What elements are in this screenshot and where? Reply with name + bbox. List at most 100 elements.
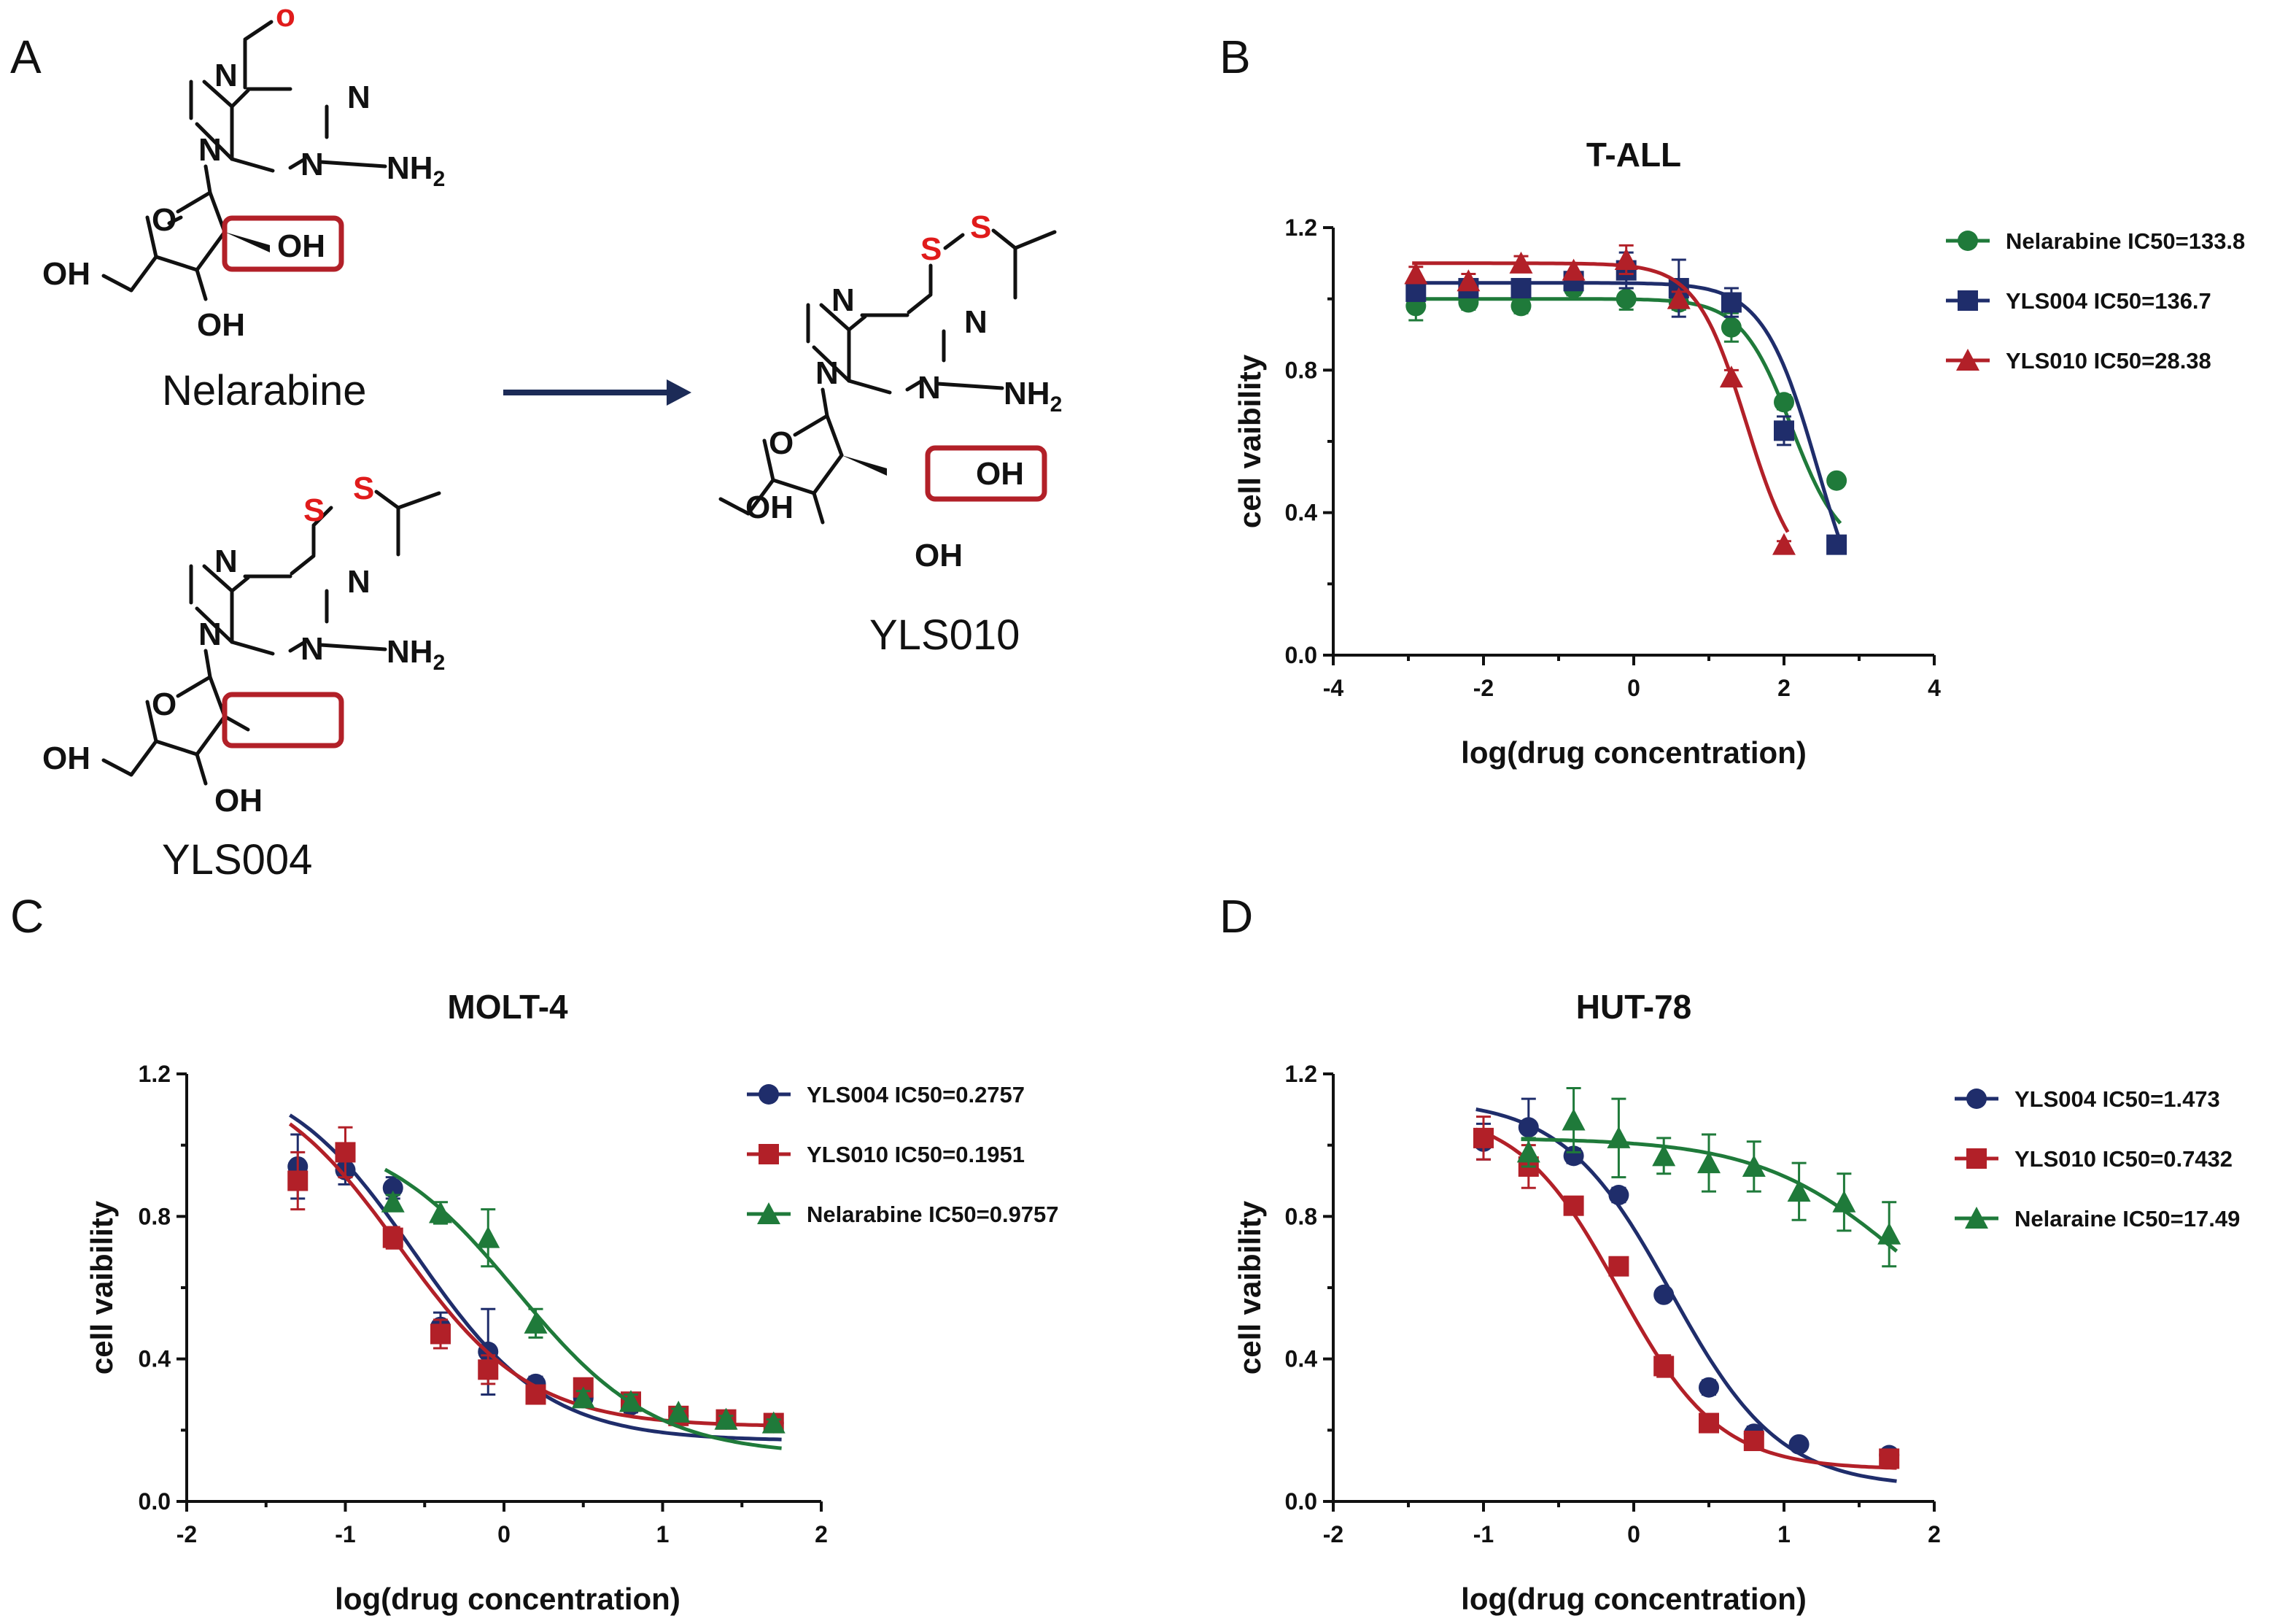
panel-letter-b: B xyxy=(1219,31,1251,83)
legend-marker xyxy=(1965,1207,1988,1229)
data-point xyxy=(571,1386,595,1409)
nelarabine-2prime-highlight-box xyxy=(222,215,344,272)
chart-hut-78: HUT-78 cell vaibility log(drug concentra… xyxy=(1233,988,2240,1616)
data-point xyxy=(1404,262,1428,285)
data-point xyxy=(287,1170,309,1191)
data-point xyxy=(1616,288,1637,309)
yls004-n7-label: N xyxy=(214,544,238,579)
yls010-sulfur-2-label: S xyxy=(970,209,991,245)
chart-t-all: T-ALL cell vaibility log(drug concentrat… xyxy=(1233,136,2245,770)
yls004-3prime-oh-label: OH xyxy=(214,783,263,819)
data-point xyxy=(1788,1434,1810,1455)
y-axis-label: cell vaibility xyxy=(1233,1200,1267,1374)
yls010-sulfur-1-label: S xyxy=(920,231,942,267)
x-tick-label: -2 xyxy=(177,1521,197,1547)
data-point xyxy=(1699,1412,1719,1434)
legend-label: YLS010 IC50=28.38 xyxy=(2006,348,2211,374)
data-point xyxy=(1774,392,1794,413)
data-point xyxy=(1721,317,1742,338)
data-point xyxy=(1826,470,1847,491)
legend-item: YLS004 IC50=1.473 xyxy=(1955,1086,2220,1112)
series-3 xyxy=(1404,244,1796,555)
nelarabine-2prime-oh-label: OH xyxy=(277,228,325,264)
legend-label: YLS004 IC50=1.473 xyxy=(2014,1086,2220,1112)
data-point xyxy=(1563,1145,1584,1167)
data-point xyxy=(1667,287,1691,309)
legend-marker xyxy=(759,1144,779,1164)
data-point xyxy=(1719,366,1743,388)
data-point xyxy=(382,1227,403,1248)
x-tick-label: 1 xyxy=(656,1521,670,1547)
nelarabine-n1-label: N xyxy=(347,80,371,115)
y-tick-label: 0.8 xyxy=(139,1203,171,1229)
data-point xyxy=(1743,1430,1764,1451)
data-point xyxy=(1697,1151,1721,1174)
yls010-name: YLS010 xyxy=(869,611,1020,659)
panel-a: A o N N N N NH2 xyxy=(10,0,1062,883)
series-1 xyxy=(1405,278,1847,525)
series-2 xyxy=(1473,1115,1900,1470)
nelarabine-3prime-oh-label: OH xyxy=(197,307,245,343)
legend-item: YLS010 IC50=0.7432 xyxy=(1955,1146,2233,1172)
yls004-name: YLS004 xyxy=(162,836,312,883)
data-point xyxy=(1457,269,1481,292)
data-point xyxy=(1563,1195,1584,1216)
y-tick-label: 1.2 xyxy=(1285,1061,1317,1087)
nelarabine-structure: o N N N N NH2 O OH xyxy=(42,0,445,414)
x-tick-label: 0 xyxy=(497,1521,511,1547)
y-tick-label: 0.0 xyxy=(1285,1488,1317,1515)
fit-curve xyxy=(1475,1127,1897,1470)
nelarabine-n9-label: N xyxy=(198,132,222,168)
data-point xyxy=(1652,1144,1676,1167)
data-point xyxy=(1608,1185,1629,1206)
data-point xyxy=(1509,251,1533,274)
yls004-n3-label: N xyxy=(300,631,324,667)
legend-label: YLS010 IC50=0.1951 xyxy=(807,1142,1025,1167)
data-point xyxy=(430,1323,451,1345)
x-tick-label: 2 xyxy=(1777,675,1791,701)
data-point xyxy=(1877,1222,1901,1245)
y-tick-label: 0.8 xyxy=(1285,357,1317,383)
panel-letter-a: A xyxy=(10,31,42,83)
y-axis-label: cell vaibility xyxy=(85,1200,119,1374)
chart-molt-4: MOLT-4 cell vaibility log(drug concentra… xyxy=(85,988,1059,1616)
data-point xyxy=(714,1407,738,1430)
yls010-3prime-oh-label: OH xyxy=(915,538,963,573)
legend-item: Nelarabine IC50=133.8 xyxy=(1946,228,2245,254)
data-point xyxy=(1608,1256,1629,1277)
legend-label: Nelarabine IC50=133.8 xyxy=(2006,228,2245,254)
data-point xyxy=(1405,281,1427,302)
legend-marker xyxy=(1956,349,1979,371)
x-axis-label: log(drug concentration) xyxy=(1461,735,1807,770)
x-tick-label: -2 xyxy=(1473,675,1494,701)
yls010-5prime-oh-label: OH xyxy=(745,490,794,525)
plot-area: -2 -1 0 1 2 0.0 0.4 0.8 1.2 xyxy=(1285,1061,1941,1547)
yls004-5prime-oh-label: OH xyxy=(42,741,90,776)
data-point xyxy=(524,1311,548,1334)
data-point xyxy=(1562,1108,1586,1131)
chart-title: MOLT-4 xyxy=(447,988,568,1026)
nelarabine-5prime-oh-label: OH xyxy=(42,256,90,292)
x-axis-label: log(drug concentration) xyxy=(1461,1582,1807,1616)
nelarabine-n7-label: N xyxy=(214,58,238,93)
fit-curve xyxy=(384,1167,782,1450)
data-point xyxy=(478,1359,499,1380)
yls004-n9-label: N xyxy=(198,616,222,652)
x-axis-label: log(drug concentration) xyxy=(335,1582,680,1616)
data-point xyxy=(1772,533,1796,555)
data-point xyxy=(619,1390,643,1412)
legend-label: Nelarabine IC50=0.9757 xyxy=(807,1202,1059,1227)
data-point xyxy=(1826,534,1847,555)
legend-item: YLS010 IC50=0.1951 xyxy=(747,1142,1025,1167)
fit-curve xyxy=(1412,261,1790,533)
yls004-sulfur-1-label: S xyxy=(303,492,325,528)
legend-marker xyxy=(759,1084,779,1105)
legend: YLS004 IC50=0.2757 YLS010 IC50=0.1951 Nela… xyxy=(747,1082,1059,1227)
legend-item: YLS004 IC50=0.2757 xyxy=(747,1082,1025,1107)
legend-marker xyxy=(1958,231,1978,251)
legend: YLS004 IC50=1.473 YLS010 IC50=0.7432 Nelar… xyxy=(1955,1086,2240,1231)
legend-label: YLS004 IC50=136.7 xyxy=(2006,288,2211,314)
y-tick-label: 0.4 xyxy=(139,1346,171,1372)
yls004-nh2-label: NH2 xyxy=(387,634,445,675)
data-point xyxy=(335,1142,356,1163)
